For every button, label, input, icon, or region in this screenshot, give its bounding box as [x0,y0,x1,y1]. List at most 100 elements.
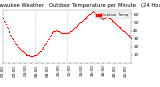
Point [5,26,8,27]
Point [49,34,52,35]
Point [2,18,4,19]
Point [85,16,88,18]
Point [23,52,26,54]
Point [5,23,7,25]
Point [25,54,28,55]
Point [107,16,109,18]
Point [7,30,10,31]
Point [61,32,64,34]
Point [77,23,80,25]
Point [42,46,45,47]
Point [57,31,60,32]
Point [66,32,69,34]
Point [31,56,33,57]
Point [48,35,51,37]
Point [14,44,17,45]
Point [40,50,42,51]
Point [111,20,114,22]
Point [95,14,98,15]
Point [48,37,50,38]
Point [51,31,54,33]
Point [67,31,70,33]
Point [3,20,5,22]
Point [55,29,57,30]
Point [118,27,121,28]
Point [15,44,18,46]
Point [59,31,62,33]
Point [70,30,72,31]
Point [108,18,111,19]
Point [89,13,91,14]
Point [128,35,131,37]
Point [36,53,39,54]
Point [65,32,68,34]
Point [121,29,124,30]
Point [108,17,110,18]
Point [93,12,96,14]
Point [21,50,23,51]
Point [74,26,77,27]
Point [91,11,93,13]
Point [98,16,100,18]
Point [83,18,86,19]
Point [123,31,125,32]
Point [18,48,21,49]
Point [94,13,97,14]
Point [86,15,89,17]
Point [53,30,56,31]
Point [60,32,63,34]
Point [92,11,95,13]
Text: Milwaukee Weather   Outdoor Temperature per Minute   (24 Hours): Milwaukee Weather Outdoor Temperature pe… [0,3,160,8]
Point [103,18,106,19]
Point [24,53,27,54]
Point [40,48,43,50]
Point [87,15,89,16]
Point [17,47,20,48]
Point [37,52,39,54]
Point [115,23,117,25]
Point [101,19,104,20]
Point [46,40,48,42]
Point [29,56,31,57]
Point [78,23,81,24]
Point [6,27,9,29]
Point [26,54,29,55]
Point [116,25,119,26]
Point [119,27,122,29]
Point [39,51,41,52]
Point [4,22,6,23]
Point [91,11,94,12]
Point [72,28,74,30]
Point [76,24,79,26]
Point [22,51,24,52]
Point [113,22,116,23]
Point [105,16,107,18]
Point [56,31,59,32]
Point [16,46,19,47]
Point [56,30,58,31]
Point [35,54,38,55]
Point [74,27,76,28]
Point [71,29,73,30]
Point [45,42,48,43]
Legend: Outdoor Temp: Outdoor Temp [96,12,129,18]
Point [102,19,105,20]
Point [27,55,30,56]
Point [117,26,120,27]
Point [79,22,81,23]
Point [73,27,75,29]
Point [50,32,53,34]
Point [10,35,12,37]
Point [114,23,116,24]
Point [99,16,101,18]
Point [124,32,127,34]
Point [64,32,66,34]
Point [19,48,21,50]
Point [125,33,128,34]
Point [65,32,67,34]
Point [68,31,71,33]
Point [32,56,34,57]
Point [100,18,103,19]
Point [112,21,115,22]
Point [9,34,12,35]
